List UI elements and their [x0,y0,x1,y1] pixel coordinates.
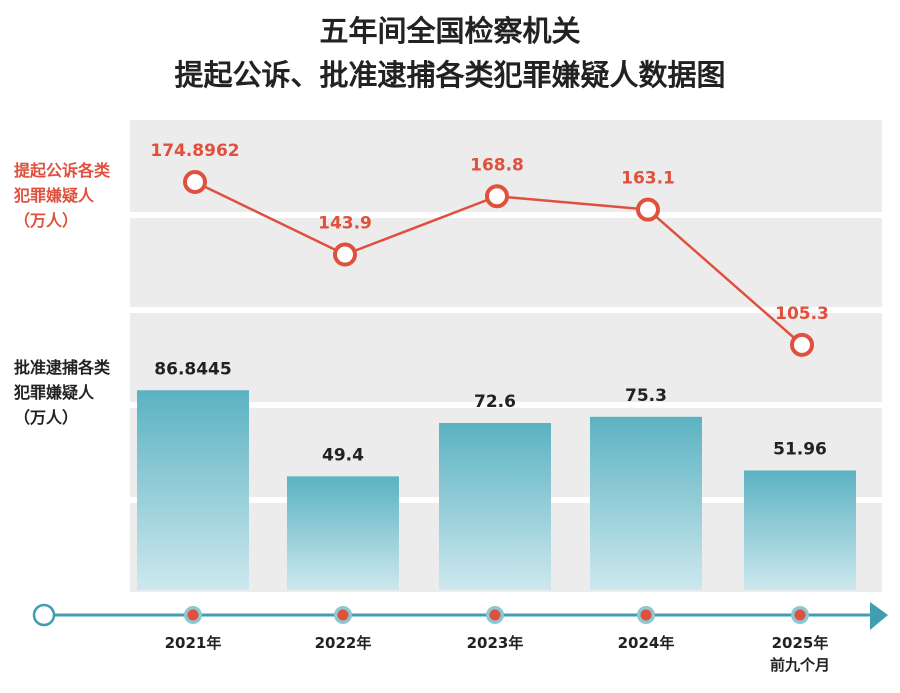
line-point [636,197,660,222]
gridline [130,307,882,313]
x-tick-label: 2023年 [467,634,524,652]
line-value-label: 168.8 [470,155,524,175]
line-value-label: 105.3 [775,304,829,324]
bar [439,423,551,590]
x-tick-label: 2021年 [165,634,222,652]
bar-value-label: 49.4 [322,445,364,465]
chart-title-line2: 提起公诉、批准逮捕各类犯罪嫌疑人数据图 [174,58,726,92]
line-point [333,242,357,267]
bar [744,470,856,590]
bar [137,390,249,590]
bar-value-label: 51.96 [773,439,827,459]
timeline-tick-dot [489,609,501,621]
chart-title-line1: 五年间全国检察机关 [319,14,581,48]
x-tick-label: 2022年 [315,634,372,652]
line-value-label: 174.8962 [150,141,239,161]
bar [590,416,702,590]
x-tick-label: 2025年 [772,634,829,652]
bar-value-label: 75.3 [625,386,667,406]
timeline-tick-dot [794,609,806,621]
bar-value-label: 86.8445 [154,359,231,379]
line-value-label: 143.9 [318,214,372,234]
line-point [485,184,509,209]
bar [287,476,399,590]
line-point [790,332,814,357]
timeline-start-marker [32,603,56,627]
line-value-label: 163.1 [621,169,675,189]
x-tick-label: 2024年 [618,634,675,652]
gridline [130,212,882,218]
timeline-tick-dot [187,609,199,621]
timeline-arrow-icon [870,602,888,630]
bar-value-label: 72.6 [474,392,516,412]
line-point [183,170,207,194]
x-tick-sublabel: 前九个月 [770,656,830,674]
timeline-tick-dot [640,609,652,621]
timeline-tick-dot [337,609,349,621]
bar-series-label: 批准逮捕各类犯罪嫌疑人（万人） [14,358,111,427]
line-series-label: 提起公诉各类犯罪嫌疑人（万人） [14,161,111,230]
gridline [130,402,882,408]
